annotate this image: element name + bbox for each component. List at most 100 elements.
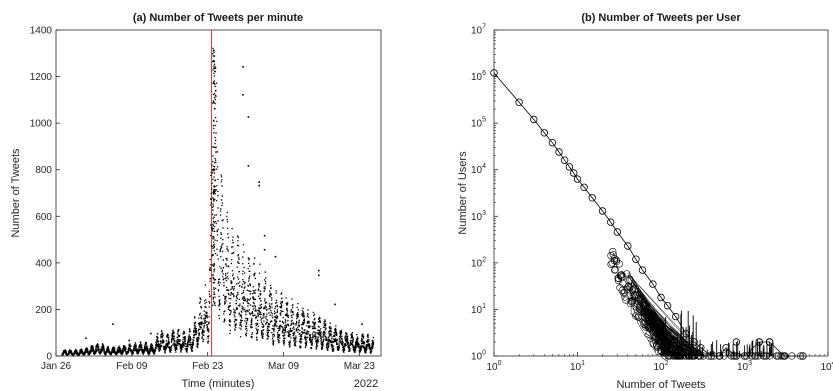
panel-b-point xyxy=(649,329,658,337)
panel-b-point xyxy=(652,319,661,328)
panel-a-data-points xyxy=(61,47,375,357)
panel-b-point xyxy=(645,324,653,332)
panel-b-point xyxy=(651,332,659,341)
panel-a-axes-box xyxy=(55,29,382,357)
panel-b-point xyxy=(640,300,649,309)
panel-b-tweets-per-user: (b) Number of Tweets per User 100 101 102 1… xyxy=(457,12,833,391)
panel-b-point xyxy=(649,340,657,348)
panel-b-point xyxy=(540,129,548,137)
panel-a-xtick-label: Mar 23 xyxy=(344,361,376,372)
panel-b-point xyxy=(622,296,630,304)
panel-b-point xyxy=(638,313,646,321)
panel-a-year-label: 2022 xyxy=(354,378,378,390)
panel-a-outlier-point xyxy=(274,255,277,258)
panel-a-outlier-point xyxy=(85,337,87,339)
panel-b-point xyxy=(655,324,663,332)
panel-b-point xyxy=(626,283,634,292)
panel-b-point xyxy=(660,331,669,339)
panel-a-outlier-point xyxy=(242,94,244,96)
panel-b-point xyxy=(620,288,629,297)
panel-b-point xyxy=(740,352,749,360)
panel-b-ytick-label: 107 xyxy=(471,24,486,37)
panel-b-point xyxy=(672,352,680,360)
panel-b-ytick-label: 104 xyxy=(471,163,486,176)
panel-b-point xyxy=(697,344,705,352)
panel-b-point xyxy=(716,352,724,360)
panel-a-ytick-label: 1000 xyxy=(30,119,53,130)
panel-b-point xyxy=(704,352,713,360)
panel-a-ytick-label: 0 xyxy=(46,352,52,363)
panel-a-spike-points xyxy=(212,47,217,307)
panel-b-point xyxy=(695,352,703,360)
panel-a-xtick-label: Feb 23 xyxy=(192,361,224,372)
panel-b-ytick-label: 105 xyxy=(471,117,486,130)
panel-b-point xyxy=(722,344,730,352)
panel-a-xtick-label: Jan 26 xyxy=(41,361,71,372)
panel-b-xtick-label: 103 xyxy=(737,360,752,373)
panel-b-point xyxy=(560,156,569,164)
panel-b-point xyxy=(774,352,782,360)
panel-b-point xyxy=(608,259,616,267)
panel-b-point xyxy=(580,183,588,191)
panel-a-tweets-per-minute: (a) Number of Tweets per minute 0 200 400 6… xyxy=(10,12,382,390)
panel-a-outlier-point xyxy=(128,339,130,342)
panel-b-point xyxy=(619,273,627,281)
panel-b-point xyxy=(628,286,637,294)
panel-b-point xyxy=(611,266,619,274)
panel-b-point xyxy=(617,273,625,281)
panel-b-ytick-label: 100 xyxy=(471,350,486,363)
panel-b-point xyxy=(669,352,677,360)
panel-b-ytick-label: 103 xyxy=(471,210,486,223)
panel-b-point xyxy=(672,312,680,321)
panel-b-point xyxy=(663,302,672,310)
panel-b-series xyxy=(490,69,807,360)
panel-b-point xyxy=(777,352,785,360)
panel-a-xlabel: Time (minutes) xyxy=(182,378,255,390)
panel-b-point xyxy=(614,274,622,282)
panel-a-outlier-point xyxy=(263,248,266,251)
panel-a-outlier-point xyxy=(263,234,266,237)
panel-a-ytick-label: 800 xyxy=(35,165,52,176)
panel-b-point xyxy=(640,320,648,328)
panel-b-point xyxy=(659,342,667,351)
panel-a-ytick-label: 1200 xyxy=(30,72,53,83)
panel-b-point xyxy=(631,285,640,293)
panel-b-point xyxy=(570,169,578,177)
panel-b-point xyxy=(634,313,642,321)
panel-a-outlier-point xyxy=(247,165,250,167)
panel-b-point xyxy=(624,242,632,250)
panel-b-point xyxy=(548,138,557,147)
panel-b-title: (b) Number of Tweets per User xyxy=(581,12,741,24)
panel-b-point xyxy=(796,352,805,360)
panel-b-xtick-label: 104 xyxy=(820,360,833,373)
panel-b-point xyxy=(626,276,634,284)
panel-b-xlabel: Number of Tweets xyxy=(616,379,706,391)
panel-b-point xyxy=(661,347,669,355)
panel-a-outlier-point xyxy=(112,323,114,325)
panel-b-point xyxy=(710,352,718,360)
panel-b-point xyxy=(647,310,655,318)
panel-b-point xyxy=(690,338,698,346)
panel-b-point xyxy=(707,352,715,360)
panel-b-point xyxy=(649,280,657,288)
panel-b-point xyxy=(515,98,523,106)
panel-b-point xyxy=(632,255,640,263)
panel-a-ytick-label: 600 xyxy=(35,212,52,223)
panel-b-point xyxy=(618,286,626,295)
panel-b-point xyxy=(657,347,666,355)
panel-a-outlier-point xyxy=(258,181,260,183)
panel-b-ytick-label: 106 xyxy=(471,70,486,83)
panel-b-point xyxy=(638,266,647,274)
panel-b-point xyxy=(727,352,735,360)
panel-a-outlier-point xyxy=(258,184,260,187)
panel-a-outlier-point xyxy=(318,274,320,277)
panel-b-point xyxy=(760,352,768,360)
panel-a-ytick-label: 400 xyxy=(35,258,52,269)
panel-b-point xyxy=(598,207,607,215)
panel-b-point xyxy=(743,352,751,360)
panel-b-point xyxy=(573,175,582,183)
panel-a-ylabel: Number of Tweets xyxy=(10,148,22,238)
panel-a-title: (a) Number of Tweets per minute xyxy=(133,12,303,24)
panel-b-point xyxy=(611,266,619,274)
